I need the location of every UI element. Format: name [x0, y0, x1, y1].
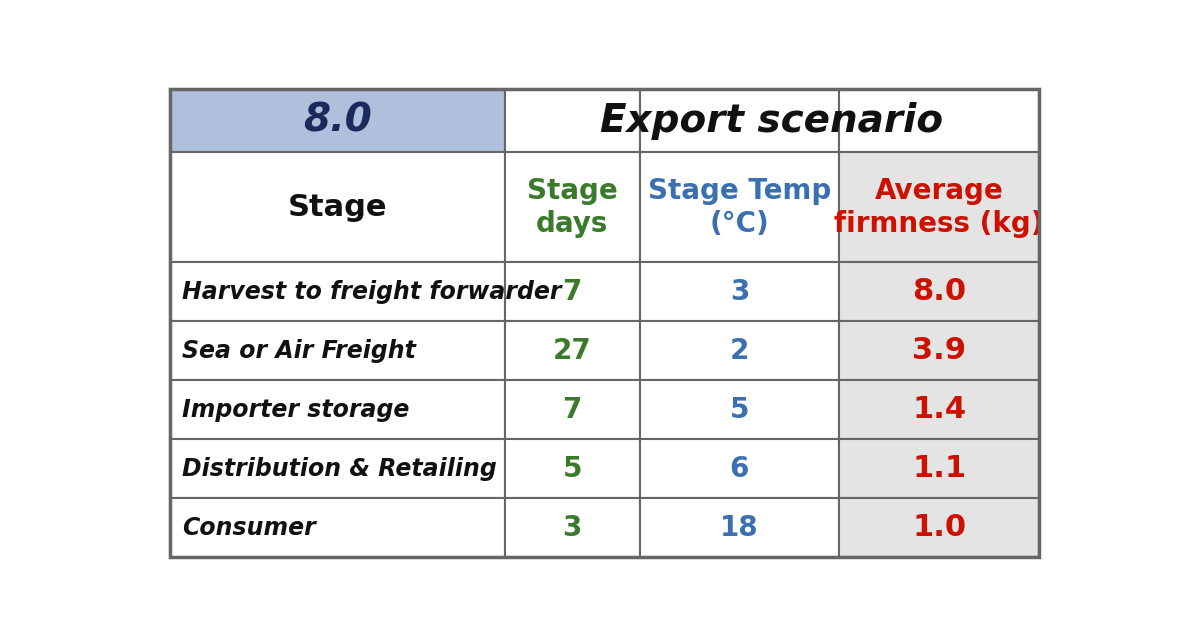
Bar: [505, 89, 640, 152]
Bar: [640, 89, 839, 152]
Bar: [170, 439, 505, 499]
Bar: [640, 439, 839, 499]
Bar: [170, 321, 505, 380]
Text: Consumer: Consumer: [182, 516, 316, 540]
Text: 3: 3: [729, 278, 749, 306]
Text: 6: 6: [729, 455, 749, 483]
Text: 8.0: 8.0: [912, 277, 966, 307]
Bar: [839, 152, 1040, 262]
Bar: [170, 499, 505, 557]
Text: 8.0: 8.0: [303, 102, 372, 140]
Text: 1.1: 1.1: [912, 454, 966, 483]
Bar: [839, 321, 1040, 380]
Bar: [505, 499, 640, 557]
Bar: [170, 152, 505, 262]
Bar: [170, 262, 505, 321]
Text: 3: 3: [563, 514, 582, 542]
Text: Export scenario: Export scenario: [601, 102, 944, 140]
Text: 18: 18: [720, 514, 759, 542]
Bar: [170, 89, 505, 152]
Text: Average
firmness (kg): Average firmness (kg): [834, 177, 1044, 237]
Text: Stage: Stage: [288, 193, 387, 222]
Bar: [640, 499, 839, 557]
Bar: [505, 439, 640, 499]
Bar: [839, 89, 1040, 152]
Bar: [640, 262, 839, 321]
Bar: [839, 439, 1040, 499]
Bar: [505, 262, 640, 321]
Text: 5: 5: [729, 396, 749, 424]
Text: 27: 27: [552, 337, 591, 365]
Text: Harvest to freight forwarder: Harvest to freight forwarder: [182, 280, 562, 304]
Text: 7: 7: [563, 278, 582, 306]
Bar: [839, 262, 1040, 321]
Bar: [839, 380, 1040, 439]
Text: 2: 2: [729, 337, 749, 365]
Text: Stage Temp
(°C): Stage Temp (°C): [648, 177, 831, 237]
Bar: [640, 321, 839, 380]
Bar: [505, 321, 640, 380]
Text: 7: 7: [563, 396, 582, 424]
Text: Stage
days: Stage days: [526, 177, 617, 237]
Text: 5: 5: [563, 455, 582, 483]
Text: Sea or Air Freight: Sea or Air Freight: [182, 339, 417, 363]
Text: Distribution & Retailing: Distribution & Retailing: [182, 457, 497, 481]
Text: Importer storage: Importer storage: [182, 398, 409, 422]
Text: 1.4: 1.4: [912, 396, 966, 424]
Bar: [170, 380, 505, 439]
Text: 1.0: 1.0: [912, 513, 966, 542]
Bar: [640, 380, 839, 439]
Bar: [505, 152, 640, 262]
Bar: [505, 380, 640, 439]
Bar: [640, 152, 839, 262]
Bar: [839, 499, 1040, 557]
Text: 3.9: 3.9: [912, 337, 966, 365]
